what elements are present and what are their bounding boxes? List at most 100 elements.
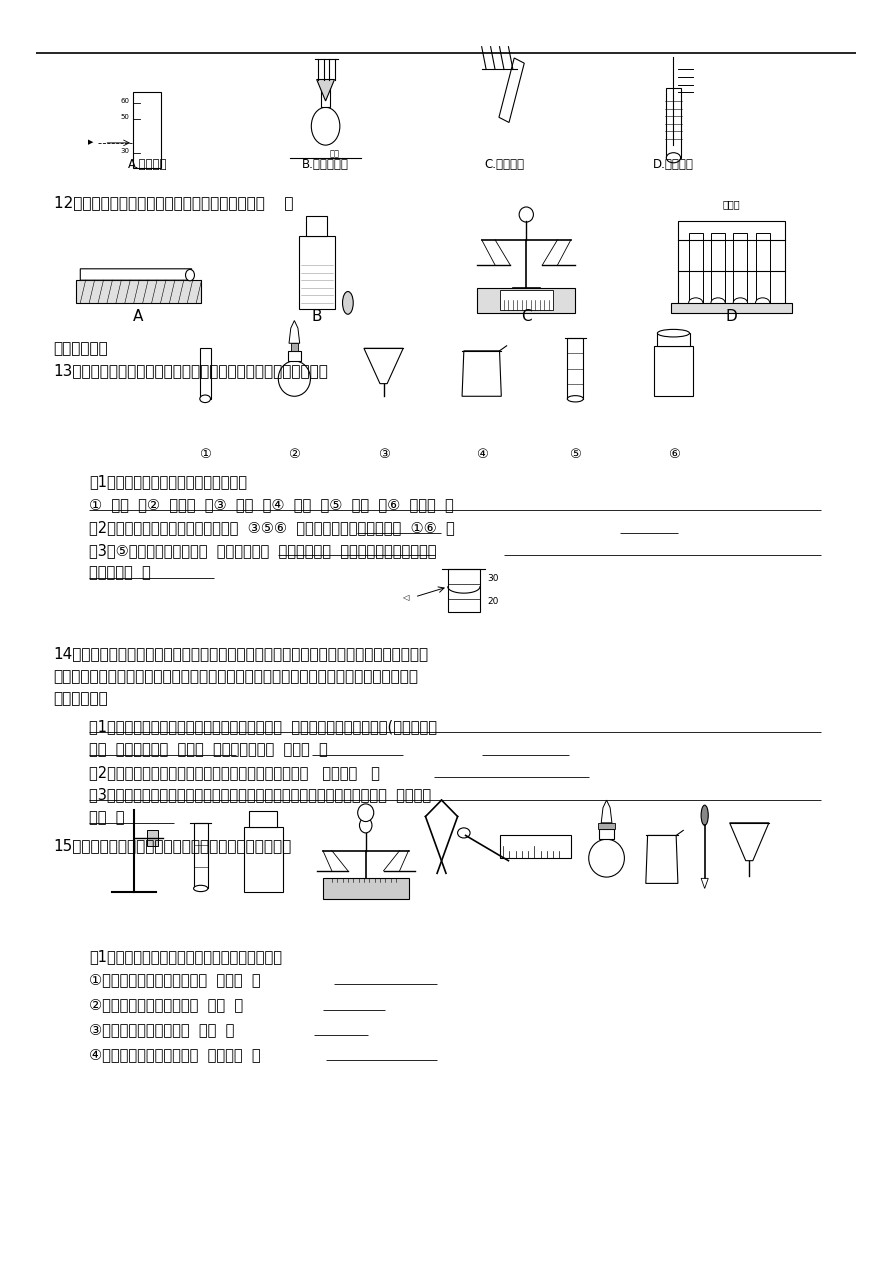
- Text: 20: 20: [487, 597, 499, 606]
- Text: B: B: [311, 309, 322, 324]
- Text: 最低处相平  。: 最低处相平 。: [89, 565, 151, 581]
- Ellipse shape: [311, 107, 340, 145]
- Bar: [299, 236, 334, 309]
- Text: ④吸取和滴加少量液体需用  胶头滴管  ；: ④吸取和滴加少量液体需用 胶头滴管 ；: [89, 1047, 260, 1063]
- Text: 盖灭  。: 盖灭 。: [89, 810, 125, 825]
- Ellipse shape: [657, 329, 690, 337]
- Text: 精灯和内燃机的燃料，是一种绿色能源，当点燃酒精灯时，酒精在灯芯上汽化后燃烧生成水: 精灯和内燃机的燃料，是一种绿色能源，当点燃酒精灯时，酒精在灯芯上汽化后燃烧生成水: [54, 669, 418, 684]
- Text: 桌面: 桌面: [330, 149, 340, 158]
- Bar: [756, 233, 770, 303]
- Bar: [288, 351, 301, 361]
- Bar: [200, 348, 211, 399]
- Text: 和二氧化碳。: 和二氧化碳。: [54, 692, 108, 707]
- Ellipse shape: [711, 298, 725, 308]
- Text: 50: 50: [120, 114, 129, 120]
- Text: 30: 30: [120, 148, 129, 154]
- Bar: [733, 233, 747, 303]
- Text: A: A: [133, 309, 144, 324]
- Ellipse shape: [278, 361, 310, 396]
- Polygon shape: [80, 269, 192, 280]
- Text: （3）实验中，不小心将酒精灯碰倒在桌上燃烧起来，合理简单的灭火措施是  用湿抹布: （3）实验中，不小心将酒精灯碰倒在桌上燃烧起来，合理简单的灭火措施是 用湿抹布: [89, 787, 432, 803]
- Text: （3）⑤号仪器的主要用途是  量取液体体积  。读数时视线  要与量筒内液体凹液面的: （3）⑤号仪器的主要用途是 量取液体体积 。读数时视线 要与量筒内液体凹液面的: [89, 543, 437, 558]
- Bar: [654, 346, 693, 396]
- Text: 二、非选择题: 二、非选择题: [54, 341, 108, 356]
- Text: ③取用粉末状固体时需用  药匙  ；: ③取用粉末状固体时需用 药匙 ；: [89, 1022, 235, 1037]
- Text: （1）按编号分别写出图中仪器的名称：: （1）按编号分别写出图中仪器的名称：: [89, 475, 247, 490]
- Text: A.量筒读数: A.量筒读数: [128, 158, 167, 170]
- Text: 13．根据下图中所示的化学实验常用仪器的图形，回答下列问题：: 13．根据下图中所示的化学实验常用仪器的图形，回答下列问题：: [54, 363, 328, 379]
- Bar: [448, 569, 480, 612]
- Bar: [306, 216, 327, 236]
- Text: ⑥: ⑥: [667, 448, 680, 461]
- Polygon shape: [317, 80, 334, 101]
- Text: （1）根据以上叙述，可归纳出酒精的物理性质是  无色或易挥发或易溶于水(写出一条即: （1）根据以上叙述，可归纳出酒精的物理性质是 无色或易挥发或易溶于水(写出一条即: [89, 719, 437, 734]
- Text: D: D: [725, 309, 738, 324]
- Ellipse shape: [689, 298, 703, 308]
- Text: ⑤: ⑤: [569, 448, 582, 461]
- Bar: [711, 233, 725, 303]
- Bar: [678, 221, 785, 309]
- Ellipse shape: [733, 298, 747, 308]
- Bar: [666, 88, 681, 158]
- Text: （2）用编号填空：不能加热的仪器是  ③⑤⑥  ，可用于收集气体的仪器是  ①⑥  。: （2）用编号填空：不能加热的仪器是 ③⑤⑥ ，可用于收集气体的仪器是 ①⑥ 。: [89, 520, 455, 535]
- Text: 12．实验结束后，下列仪器放置的方法正确的是（    ）: 12．实验结束后，下列仪器放置的方法正确的是（ ）: [54, 196, 293, 211]
- Text: 14．酒精是一种无色、透明、有特殊气味的液体，易挥发，能与水以任意比互溶，常用作酒: 14．酒精是一种无色、透明、有特殊气味的液体，易挥发，能与水以任意比互溶，常用作…: [54, 646, 429, 661]
- Polygon shape: [364, 348, 403, 384]
- Text: 60: 60: [120, 98, 129, 105]
- Text: （1）从上图中选择正确的仪器，用其名称填空：: （1）从上图中选择正确的仪器，用其名称填空：: [89, 949, 282, 964]
- Text: （2）向燃着的酒精灯内添加酒精可能造成的不良后果：   引起火灾   ；: （2）向燃着的酒精灯内添加酒精可能造成的不良后果： 引起火灾 ；: [89, 765, 380, 780]
- Ellipse shape: [343, 292, 353, 314]
- Text: ①  试管  ；②  酒精灯  ；③  漏斗  ；④  烧杯  ；⑤  量筒  ；⑥  集气瓶  。: ① 试管 ；② 酒精灯 ；③ 漏斗 ；④ 烧杯 ；⑤ 量筒 ；⑥ 集气瓶 。: [89, 497, 454, 512]
- Ellipse shape: [458, 828, 470, 838]
- Ellipse shape: [567, 395, 583, 401]
- Bar: [321, 82, 330, 107]
- Bar: [244, 827, 283, 892]
- Text: ①: ①: [199, 448, 211, 461]
- Bar: [500, 290, 553, 310]
- Polygon shape: [462, 351, 501, 396]
- Ellipse shape: [186, 270, 194, 280]
- Ellipse shape: [194, 886, 208, 891]
- Text: ④: ④: [475, 448, 488, 461]
- Text: 30: 30: [487, 574, 499, 583]
- Polygon shape: [730, 823, 769, 861]
- Text: ③: ③: [377, 448, 390, 461]
- Bar: [249, 811, 277, 827]
- Polygon shape: [646, 835, 678, 883]
- Bar: [689, 233, 703, 303]
- Text: ◁: ◁: [402, 593, 409, 602]
- Bar: [500, 835, 571, 858]
- Bar: [599, 829, 614, 839]
- Text: ②: ②: [288, 448, 301, 461]
- Bar: [671, 303, 792, 313]
- Ellipse shape: [358, 804, 374, 822]
- Ellipse shape: [756, 298, 770, 308]
- Ellipse shape: [589, 839, 624, 877]
- Text: B.塞紧橡皮塞: B.塞紧橡皮塞: [302, 158, 349, 170]
- Ellipse shape: [666, 153, 681, 163]
- Ellipse shape: [200, 395, 211, 403]
- Ellipse shape: [519, 207, 533, 222]
- Polygon shape: [701, 878, 708, 888]
- Bar: [323, 878, 409, 899]
- Ellipse shape: [359, 818, 372, 833]
- Ellipse shape: [701, 805, 708, 825]
- Bar: [147, 830, 158, 846]
- Polygon shape: [601, 800, 612, 823]
- Bar: [76, 280, 201, 303]
- Text: ▶: ▶: [88, 139, 94, 145]
- Bar: [567, 338, 583, 399]
- Text: 试管架: 试管架: [723, 199, 740, 209]
- Text: ①收集或贮存少量气体时需用  集气瓶  ；: ①收集或贮存少量气体时需用 集气瓶 ；: [89, 972, 260, 987]
- Text: C: C: [521, 309, 532, 324]
- Text: C.振荡液体: C.振荡液体: [484, 158, 524, 170]
- Text: 15．化学是一门以实验为基础的科学，请完成下列填空：: 15．化学是一门以实验为基础的科学，请完成下列填空：: [54, 838, 292, 853]
- Polygon shape: [499, 58, 524, 122]
- Bar: [657, 333, 690, 346]
- Bar: [598, 823, 615, 829]
- Text: ②向酒精灯中添加酒精需用  漏斗  ；: ②向酒精灯中添加酒精需用 漏斗 ；: [89, 997, 244, 1012]
- Text: 可）  ；化学性质是  可燃性  ；酒精的用途是  作燃料  。: 可） ；化学性质是 可燃性 ；酒精的用途是 作燃料 。: [89, 742, 328, 757]
- Polygon shape: [289, 321, 300, 343]
- Bar: [194, 823, 208, 888]
- Bar: [291, 343, 298, 351]
